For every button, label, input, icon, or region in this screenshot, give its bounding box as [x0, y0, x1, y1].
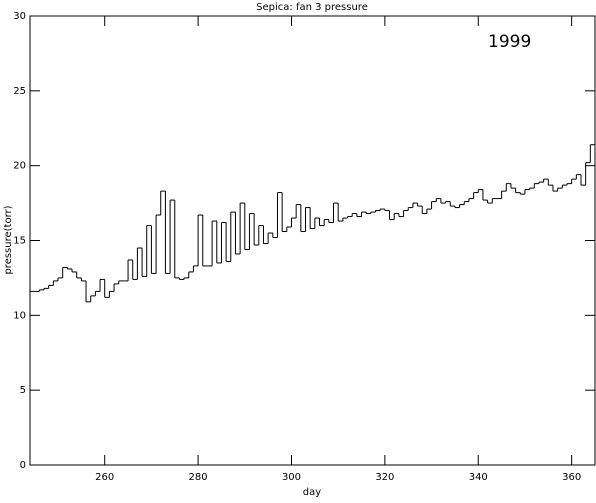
y-tick-label: 10	[13, 310, 26, 321]
x-axis-label: day	[303, 487, 321, 498]
chart-title: Sepica: fan 3 pressure	[256, 2, 368, 13]
y-tick-label: 5	[20, 385, 26, 396]
y-tick-label: 15	[13, 236, 26, 247]
annotation: 1999	[488, 32, 531, 52]
x-tick-label: 360	[562, 472, 581, 483]
y-axis-label: pressure(torr)	[3, 205, 14, 274]
x-tick-label: 260	[95, 472, 114, 483]
x-tick-label: 320	[375, 472, 394, 483]
x-tick-label: 340	[469, 472, 488, 483]
y-tick-label: 20	[13, 161, 26, 172]
y-tick-label: 25	[13, 86, 26, 97]
y-tick-label: 0	[20, 460, 26, 471]
x-tick-label: 300	[282, 472, 301, 483]
y-tick-label: 30	[13, 11, 26, 22]
x-tick-label: 280	[189, 472, 208, 483]
